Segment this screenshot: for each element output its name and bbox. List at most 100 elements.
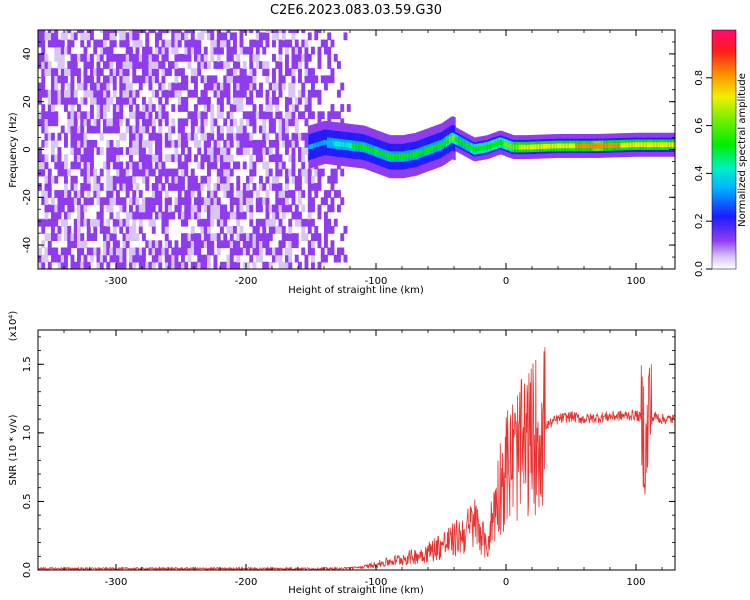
noise-cell <box>278 240 283 249</box>
noise-cell <box>236 53 241 62</box>
y-tick-label: 0.0 <box>22 562 33 578</box>
noise-cell <box>291 132 296 141</box>
noise-cell <box>239 247 244 256</box>
noise-cell <box>242 261 247 269</box>
noise-cell <box>168 154 172 163</box>
noise-cell <box>51 147 55 155</box>
noise-cell <box>158 118 163 127</box>
noise-cell <box>203 75 208 84</box>
noise-cell <box>106 139 111 148</box>
noise-cell <box>122 204 127 213</box>
noise-cell <box>90 96 94 105</box>
noise-cell <box>317 89 322 98</box>
noise-cell <box>216 154 221 163</box>
ridge-cell <box>576 143 579 149</box>
noise-cell <box>262 118 267 127</box>
noise-cell <box>86 53 91 62</box>
ridge-cell <box>459 139 462 145</box>
noise-cell <box>200 261 205 269</box>
noise-cell <box>246 247 250 256</box>
noise-cell <box>83 240 88 249</box>
noise-cell <box>324 254 328 263</box>
noise-cell <box>64 30 68 33</box>
noise-cell <box>41 139 46 148</box>
noise-cell <box>194 233 198 241</box>
noise-cell <box>151 190 156 198</box>
noise-cell <box>47 261 52 269</box>
colorbar-label: Normalized spectral amplitude <box>737 73 748 227</box>
noise-cell <box>80 118 85 127</box>
snr-panel: -300 -200 -100 0 100 0.00.51.01.5 Height of … <box>8 311 676 596</box>
noise-cell <box>187 46 192 55</box>
noise-cell <box>38 161 42 170</box>
noise-cell <box>135 168 140 177</box>
noise-cell <box>281 118 286 127</box>
noise-cell <box>93 89 98 98</box>
noise-cell <box>194 68 198 76</box>
noise-cell <box>151 168 156 177</box>
noise-cell <box>236 61 241 69</box>
noise-cell <box>291 89 296 98</box>
noise-cell <box>99 226 104 234</box>
noise-cell <box>60 247 65 256</box>
noise-cell <box>340 233 345 241</box>
noise-cell <box>138 204 143 213</box>
noise-cell <box>73 161 78 170</box>
noise-cell <box>226 61 231 69</box>
noise-cell <box>96 261 101 269</box>
noise-cell <box>86 197 91 206</box>
noise-cell <box>86 175 91 184</box>
noise-cell <box>265 190 270 198</box>
ridge-cell <box>629 142 632 148</box>
noise-cell <box>158 190 163 198</box>
noise-cell <box>47 39 52 48</box>
noise-cell <box>177 154 182 163</box>
noise-cell <box>239 82 244 91</box>
noise-cell <box>90 139 94 148</box>
noise-cell <box>96 118 101 127</box>
noise-cell <box>233 89 237 98</box>
noise-cell <box>187 154 192 163</box>
noise-cell <box>259 254 263 263</box>
ridge-cell <box>445 139 448 144</box>
ridge-cell <box>615 143 618 148</box>
noise-cell <box>109 233 114 241</box>
noise-cell <box>187 254 192 263</box>
noise-cell <box>275 204 280 213</box>
noise-cell <box>285 204 289 213</box>
noise-cell <box>200 32 205 41</box>
noise-cell <box>47 68 52 76</box>
noise-cell <box>158 247 163 256</box>
noise-cell <box>106 30 111 33</box>
noise-cell <box>93 39 98 48</box>
noise-cell <box>57 168 62 177</box>
noise-cell <box>86 168 91 177</box>
ridge-cell <box>409 152 412 158</box>
ridge-cell <box>420 149 423 155</box>
noise-cell <box>145 32 150 41</box>
noise-cell <box>174 247 179 256</box>
ridge-cell <box>430 146 433 152</box>
noise-cell <box>129 197 133 206</box>
noise-cell <box>138 247 143 256</box>
ridge-cell <box>439 142 442 148</box>
noise-cell <box>184 233 189 241</box>
noise-cell <box>67 168 72 177</box>
ridge-cell <box>584 143 587 149</box>
noise-cell <box>229 46 234 55</box>
noise-cell <box>93 82 98 91</box>
noise-cell <box>60 168 65 177</box>
noise-cell <box>259 218 263 227</box>
noise-cell <box>314 233 319 241</box>
noise-cell <box>122 53 127 62</box>
noise-cell <box>252 104 257 112</box>
noise-cell <box>155 183 159 191</box>
noise-cell <box>233 247 237 256</box>
noise-cell <box>285 132 289 141</box>
noise-cell <box>77 132 81 141</box>
noise-cell <box>184 197 189 206</box>
ridge-cell <box>484 145 487 150</box>
ridge-cell <box>383 152 386 157</box>
noise-cell <box>51 32 55 41</box>
noise-cell <box>132 125 137 134</box>
